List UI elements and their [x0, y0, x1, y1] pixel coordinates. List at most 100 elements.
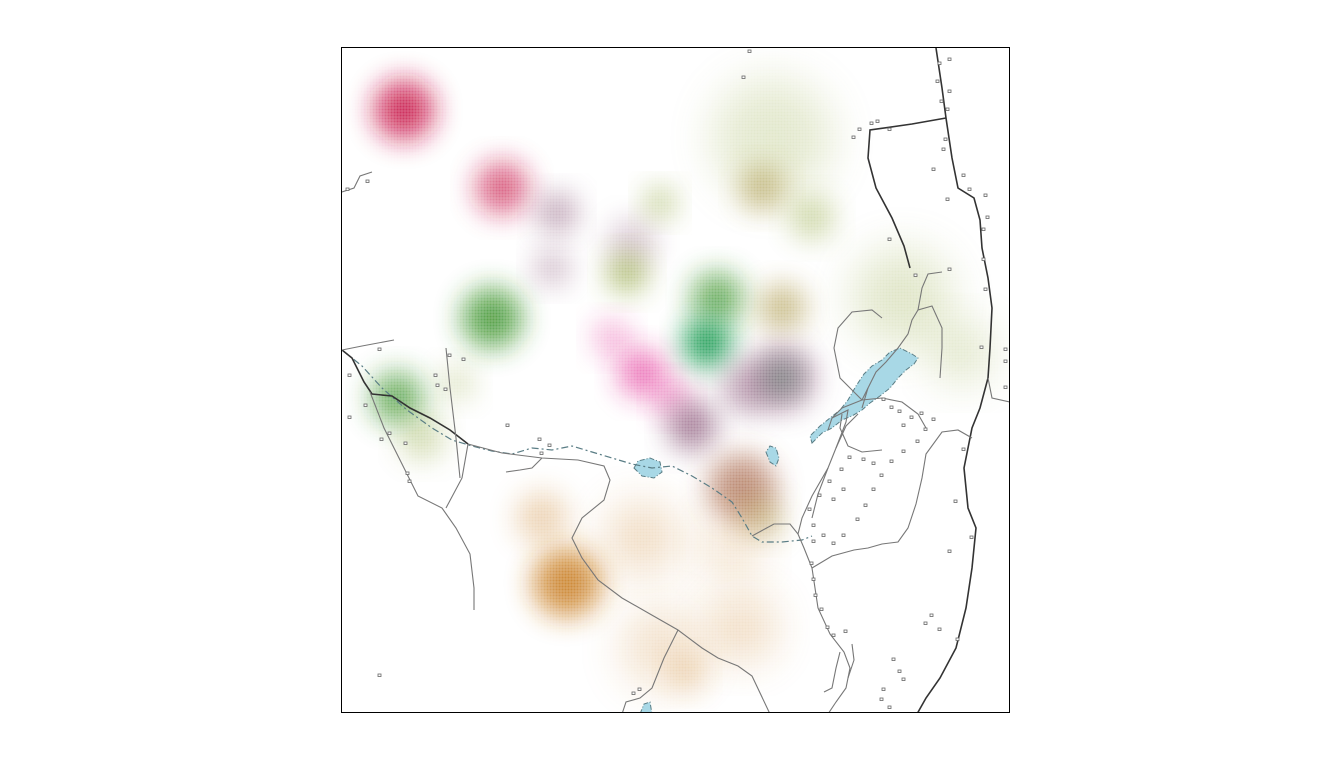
building: [447, 353, 452, 357]
building: [817, 493, 822, 497]
building: [813, 593, 818, 597]
building: [841, 487, 846, 491]
building: [851, 135, 856, 139]
minor-roads: [342, 171, 1009, 712]
building: [985, 215, 990, 219]
building: [969, 535, 974, 539]
building: [863, 503, 868, 507]
building: [377, 347, 382, 351]
building: [889, 405, 894, 409]
building: [983, 287, 988, 291]
building: [825, 625, 830, 629]
building: [879, 697, 884, 701]
building: [887, 705, 892, 709]
building: [861, 457, 866, 461]
building: [931, 167, 936, 171]
building: [811, 523, 816, 527]
building: [967, 187, 972, 191]
building: [741, 75, 746, 79]
building: [539, 451, 544, 455]
building: [843, 629, 848, 633]
building: [387, 431, 392, 435]
building: [821, 533, 826, 537]
building: [947, 267, 952, 271]
building: [937, 627, 942, 631]
building: [407, 479, 412, 483]
building: [955, 637, 960, 641]
building: [855, 517, 860, 521]
building: [1003, 359, 1008, 363]
building: [839, 467, 844, 471]
building: [887, 237, 892, 241]
building: [947, 549, 952, 553]
building: [637, 687, 642, 691]
building: [901, 423, 906, 427]
pond-small-1: [633, 457, 663, 479]
building: [887, 127, 892, 131]
building: [981, 257, 986, 261]
building: [847, 455, 852, 459]
building: [979, 345, 984, 349]
map-canvas[interactable]: [342, 48, 1010, 713]
building: [875, 119, 880, 123]
building: [913, 273, 918, 277]
building: [631, 691, 636, 695]
building: [433, 373, 438, 377]
building: [947, 57, 952, 61]
building: [1003, 347, 1008, 351]
building: [365, 179, 370, 183]
building: [939, 99, 944, 103]
building: [881, 687, 886, 691]
building: [945, 107, 950, 111]
building: [935, 79, 940, 83]
building: [961, 447, 966, 451]
building: [377, 673, 382, 677]
building: [869, 121, 874, 125]
building: [929, 613, 934, 617]
building: [841, 533, 846, 537]
building: [347, 373, 352, 377]
building: [945, 197, 950, 201]
building: [897, 409, 902, 413]
building: [981, 227, 986, 231]
building: [943, 137, 948, 141]
building: [807, 507, 812, 511]
building: [443, 387, 448, 391]
building: [811, 539, 816, 543]
building: [915, 439, 920, 443]
building: [811, 577, 816, 581]
building: [547, 443, 552, 447]
building: [831, 497, 836, 501]
building: [897, 669, 902, 673]
building: [831, 541, 836, 545]
building: [831, 633, 836, 637]
map-frame[interactable]: [341, 47, 1010, 713]
building: [937, 61, 942, 65]
building: [809, 561, 814, 565]
building: [345, 187, 350, 191]
building: [827, 479, 832, 483]
building: [879, 473, 884, 477]
building: [889, 459, 894, 463]
building: [403, 441, 408, 445]
building: [961, 173, 966, 177]
pond-small-2: [765, 445, 780, 467]
building: [461, 357, 466, 361]
pond-bottom: [640, 701, 653, 712]
building: [941, 147, 946, 151]
stream: [342, 349, 813, 543]
building: [901, 677, 906, 681]
building: [901, 449, 906, 453]
building: [891, 657, 896, 661]
building: [347, 415, 352, 419]
building: [379, 437, 384, 441]
buildings-layer: [345, 49, 1008, 709]
building: [871, 487, 876, 491]
building: [363, 403, 368, 407]
building: [947, 89, 952, 93]
building: [871, 461, 876, 465]
building: [435, 383, 440, 387]
building: [953, 499, 958, 503]
building: [983, 193, 988, 197]
building: [857, 127, 862, 131]
